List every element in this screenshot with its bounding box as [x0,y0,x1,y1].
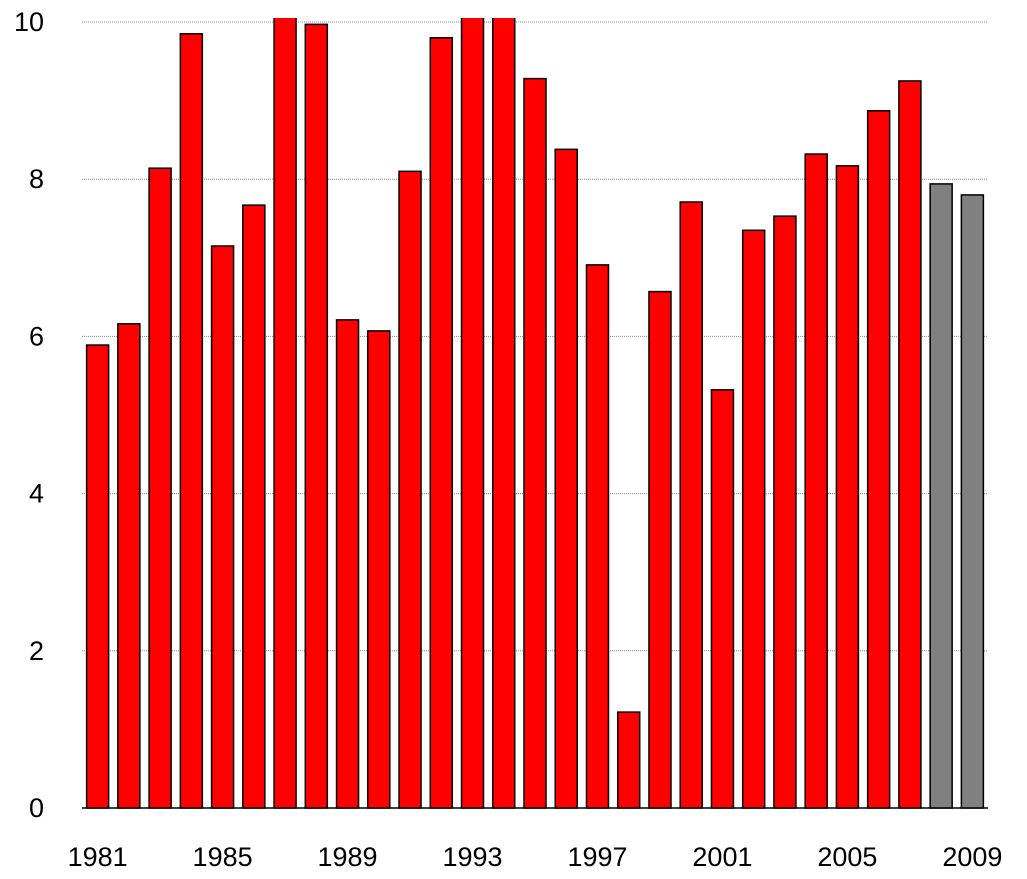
x-tick-label: 2009 [942,842,1002,872]
y-tick-label: 2 [29,636,44,666]
x-tick-label: 2005 [817,842,877,872]
bar [523,77,547,809]
bar [648,290,672,809]
bar [835,165,860,809]
bar [242,204,266,809]
bar [960,194,985,809]
bar [616,711,641,809]
bars [85,18,985,809]
y-tick-label: 10 [14,7,44,37]
x-tick-label: 1985 [193,842,253,872]
bar [804,153,828,809]
bar [273,18,297,809]
bar [492,18,516,809]
labels: 0 2 4 6 8 10 1981 1985 1989 1993 1997 2001 2005 2009 [14,7,1002,872]
bar [85,344,110,809]
bar [304,23,329,809]
y-tick-label: 0 [29,793,44,823]
bar [710,389,735,809]
bar [741,229,766,809]
bar [367,330,391,809]
y-tick-label: 8 [29,164,44,194]
bar [210,245,235,809]
bar [148,167,172,809]
bar [460,18,485,809]
bar [117,323,141,809]
x-tick-label: 1993 [442,842,502,872]
bar [773,215,797,809]
bar [429,36,454,809]
bar [554,148,578,809]
bar [398,170,422,809]
bar [335,319,360,809]
bar [585,264,610,809]
bar [179,33,204,809]
bar [898,80,922,809]
bar [866,110,891,809]
bar [929,183,953,809]
bar [679,201,703,809]
y-tick-label: 4 [29,479,44,509]
x-tick-label: 1981 [68,842,128,872]
x-tick-label: 2001 [692,842,752,872]
y-tick-label: 6 [29,321,44,351]
x-tick-label: 1989 [318,842,378,872]
x-tick-label: 1997 [567,842,627,872]
